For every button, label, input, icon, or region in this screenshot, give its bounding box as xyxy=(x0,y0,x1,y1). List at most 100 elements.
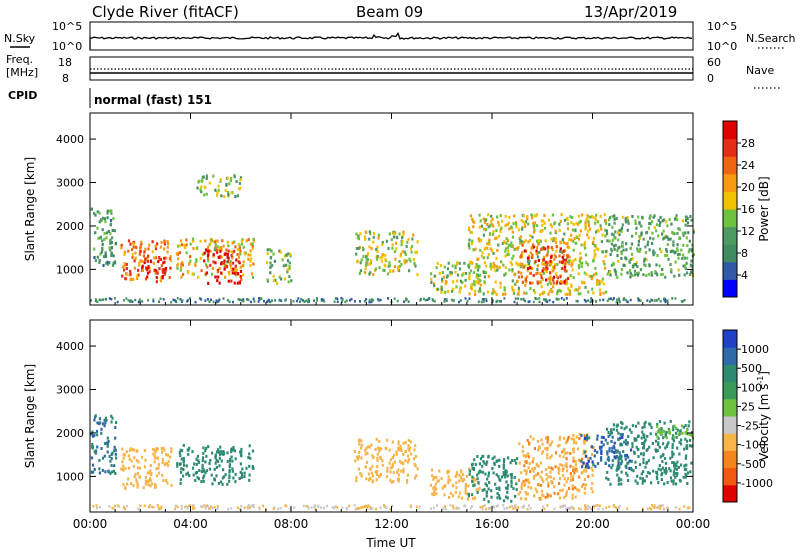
ground-cell xyxy=(228,300,231,304)
ground-cell xyxy=(176,297,179,300)
ground-cell xyxy=(292,300,295,303)
range-cell xyxy=(489,265,492,268)
ground-cell xyxy=(589,300,592,304)
range-cell xyxy=(531,460,534,464)
range-cell xyxy=(630,430,633,434)
range-cell xyxy=(569,274,572,278)
ground-cell xyxy=(556,298,558,301)
range-cell xyxy=(501,475,504,479)
ground-cell xyxy=(512,507,515,510)
range-cell xyxy=(602,291,605,295)
colorbar-swatch xyxy=(723,467,737,486)
range-cell xyxy=(583,271,586,275)
range-cell xyxy=(572,223,575,226)
range-cell xyxy=(241,467,244,471)
range-cell xyxy=(572,433,575,437)
range-cell xyxy=(504,249,507,253)
range-cell xyxy=(482,460,485,463)
range-cell xyxy=(209,249,212,253)
range-cell xyxy=(192,272,195,276)
range-cell xyxy=(380,447,383,451)
range-cell xyxy=(204,449,207,453)
range-cell xyxy=(438,271,441,275)
range-cell xyxy=(368,262,372,266)
range-cell xyxy=(635,445,638,449)
range-cell xyxy=(154,271,157,275)
range-cell xyxy=(676,472,679,475)
range-cell xyxy=(538,446,541,450)
range-cell xyxy=(213,478,216,482)
range-cell xyxy=(214,453,217,457)
range-cell xyxy=(121,460,124,464)
range-cell xyxy=(586,214,589,218)
range-cell xyxy=(376,465,379,469)
range-cell xyxy=(655,263,658,267)
range-cell xyxy=(206,249,209,253)
range-cell xyxy=(478,462,481,466)
range-cell xyxy=(655,271,658,275)
range-cell xyxy=(634,438,637,442)
range-cell xyxy=(626,473,629,477)
ground-cell xyxy=(273,506,276,509)
range-cell xyxy=(595,281,599,285)
ground-cell xyxy=(498,300,501,303)
range-cell xyxy=(480,254,483,258)
range-cell xyxy=(660,250,663,254)
range-cell xyxy=(672,243,675,247)
range-cell xyxy=(403,250,406,254)
range-cell xyxy=(637,434,640,438)
range-cell xyxy=(451,264,454,268)
ground-cell xyxy=(189,504,192,507)
range-cell xyxy=(124,486,127,490)
range-cell xyxy=(590,445,593,449)
range-cell xyxy=(571,493,574,497)
range-cell xyxy=(618,245,621,249)
range-cell xyxy=(677,227,680,231)
range-cell xyxy=(685,454,688,458)
ground-cell xyxy=(180,300,183,304)
range-cell xyxy=(408,448,411,452)
range-cell xyxy=(365,460,369,464)
range-cell xyxy=(626,271,629,275)
range-cell xyxy=(689,214,692,218)
range-cell xyxy=(156,447,159,451)
range-cell xyxy=(591,468,594,472)
range-cell xyxy=(98,261,101,264)
range-cell xyxy=(266,261,269,265)
range-cell xyxy=(496,249,499,252)
range-cell xyxy=(114,452,117,456)
ground-cell xyxy=(470,505,473,508)
ground-cell xyxy=(653,504,656,507)
range-cell xyxy=(491,467,494,470)
range-cell xyxy=(517,478,521,482)
range-cell xyxy=(546,436,549,439)
range-cell xyxy=(406,240,409,244)
range-cell xyxy=(634,424,637,428)
range-cell xyxy=(377,233,380,237)
range-cell xyxy=(593,256,596,260)
colorbar-tick-label: -500 xyxy=(741,458,766,471)
date-title: 13/Apr/2019 xyxy=(584,3,677,21)
range-cell xyxy=(166,464,170,468)
range-cell xyxy=(209,263,212,267)
range-cell xyxy=(651,442,654,445)
range-cell xyxy=(106,450,109,454)
range-cell xyxy=(100,427,103,431)
range-cell xyxy=(595,272,598,276)
range-cell xyxy=(201,456,205,460)
range-cell xyxy=(474,478,477,482)
ground-cell xyxy=(307,505,310,509)
range-cell xyxy=(279,250,282,254)
range-cell xyxy=(551,467,554,471)
ground-cell xyxy=(686,506,689,510)
range-cell xyxy=(546,493,550,497)
range-cell xyxy=(104,470,107,474)
range-cell xyxy=(617,457,620,461)
range-cell xyxy=(228,476,231,480)
range-cell xyxy=(281,258,284,262)
nave-tick-top: 60 xyxy=(707,56,721,69)
range-cell xyxy=(642,457,645,461)
ground-cell xyxy=(618,299,621,302)
range-cell xyxy=(572,276,575,279)
range-cell xyxy=(665,444,668,448)
